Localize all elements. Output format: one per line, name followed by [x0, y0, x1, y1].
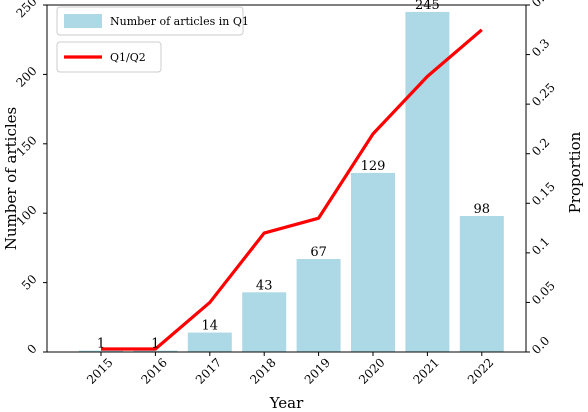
y-tick-label: 50	[19, 272, 40, 293]
y-tick-label: 0	[24, 341, 39, 356]
x-tick-label: 2021	[411, 355, 442, 386]
x-axis-title: Year	[269, 394, 304, 412]
legend-swatch-bars	[64, 14, 102, 28]
y-axis-title: Number of articles	[2, 107, 20, 251]
y2-tick-label: 0.2	[529, 135, 552, 158]
x-tick-label: 2020	[356, 355, 387, 386]
y2-tick-label: 0.15	[529, 179, 558, 208]
bar-2017	[187, 332, 232, 352]
plot-frame	[46, 4, 527, 353]
bar-value-label: 1	[151, 337, 159, 352]
x-tick-label: 2018	[247, 355, 278, 386]
y2-tick-label: 0.35	[529, 0, 558, 10]
y-tick-label: 250	[14, 0, 40, 20]
bar-value-label: 98	[474, 202, 491, 217]
line-series-q1-q2	[101, 28, 483, 351]
bar-2020	[351, 172, 395, 352]
legend-box-line	[56, 41, 162, 73]
bar-value-label: 67	[310, 245, 327, 260]
y2-tick-label: 0.25	[529, 80, 558, 109]
bar-2015	[79, 350, 123, 352]
x-tick-label: 2022	[465, 355, 496, 386]
bar-value-label: 43	[256, 278, 273, 293]
bar-value-label: 14	[202, 319, 219, 334]
y2-tick-label: 0.1	[529, 234, 552, 257]
bar-2018	[242, 292, 287, 352]
bar-2022	[459, 215, 504, 352]
x-tick-label: 2016	[139, 355, 170, 386]
x-tick-label: 2017	[193, 355, 224, 386]
y2-tick-label: 0.0	[529, 334, 552, 357]
bar-value-label: 1	[97, 337, 105, 352]
y2-axis-title: Proportion	[566, 131, 584, 213]
bar-value-label: 129	[361, 159, 386, 174]
x-tick-label: 2019	[302, 355, 333, 386]
bar-2021	[405, 11, 450, 352]
legend-box-bars	[56, 6, 244, 36]
bar-2019	[296, 259, 341, 352]
bar-2016	[133, 350, 178, 352]
bar-value-label: 245	[415, 0, 440, 13]
y-tick-label: 200	[14, 64, 40, 90]
y2-tick-label: 0.3	[529, 36, 552, 59]
y2-tick-label: 0.05	[529, 279, 558, 308]
legend-label-line: Q1/Q2	[110, 51, 146, 64]
legend-label-bars: Number of articles in Q1	[110, 15, 249, 28]
x-tick-label: 2015	[84, 355, 115, 386]
